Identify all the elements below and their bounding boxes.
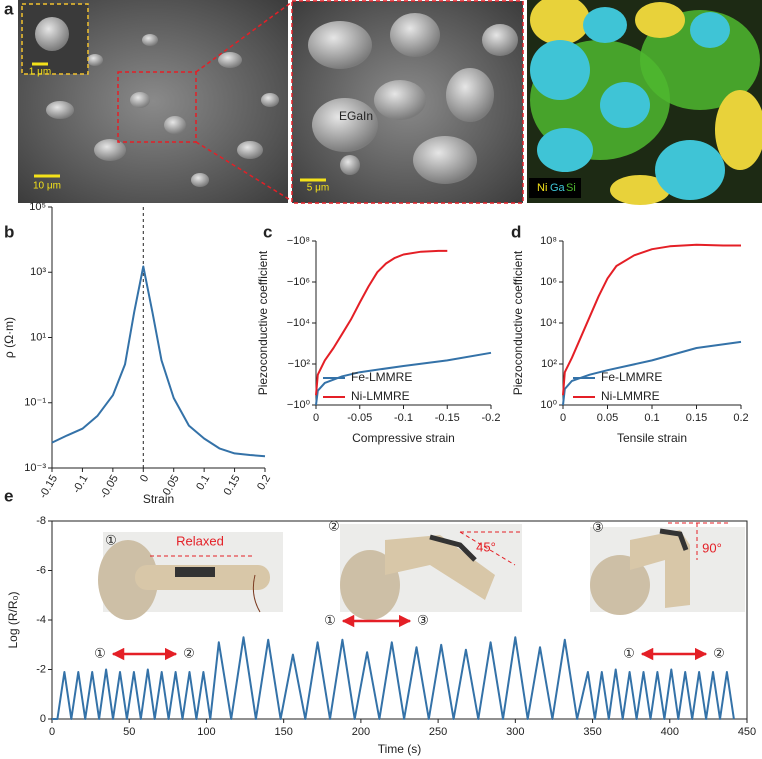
eds-legend-item: Ni <box>537 182 547 194</box>
y-tick-label: -4 <box>36 614 46 626</box>
eds-legend-item: Ga <box>550 182 566 194</box>
x-axis-label: Time (s) <box>378 742 422 756</box>
cycle-label: ② <box>713 645 725 660</box>
x-tick-label: 250 <box>429 726 447 738</box>
photo <box>340 524 522 620</box>
y-tick-label: −10⁶ <box>287 276 310 288</box>
step-label: ① <box>105 532 117 547</box>
eds-map <box>527 0 762 205</box>
cycle-label: ① <box>623 645 635 660</box>
y-axis-label: Piezoconductive coefficient <box>511 250 525 395</box>
y-axis-label: Log (R/R₀) <box>6 592 20 649</box>
photo-label: 90° <box>702 540 722 555</box>
y-tick-label: 10⁴ <box>540 317 557 329</box>
x-tick-label: 0.2 <box>733 412 748 424</box>
x-tick-label: 0 <box>138 473 151 484</box>
x-tick-label: 0 <box>49 726 55 738</box>
y-tick-label: 10⁻³ <box>24 462 46 474</box>
x-tick-label: -0.1 <box>394 412 413 424</box>
panel-label: c <box>263 222 272 241</box>
step-label: ② <box>328 518 340 533</box>
cycle-label: ① <box>324 612 336 627</box>
photo-label: Relaxed <box>176 533 224 548</box>
data-line <box>315 351 492 406</box>
data-line <box>562 340 742 406</box>
scale-label: 1 μm <box>29 67 51 78</box>
x-axis-label: Tensile strain <box>617 431 687 445</box>
y-tick-label: 10³ <box>30 266 46 278</box>
y-tick-label: 10⁰ <box>540 399 557 411</box>
data-line <box>562 243 741 396</box>
x-tick-label: 400 <box>661 726 679 738</box>
x-tick-label: 0 <box>313 412 319 424</box>
legend-label: Fe-LMMRE <box>351 370 412 384</box>
y-tick-label: −10² <box>288 358 311 370</box>
scale-label: 5 μm <box>307 183 329 194</box>
x-axis-label: Strain <box>143 492 174 506</box>
cycle-label: ③ <box>417 612 429 627</box>
data-line <box>51 265 266 458</box>
y-tick-label: 10⁶ <box>540 276 557 288</box>
x-tick-label: 200 <box>352 726 370 738</box>
y-tick-label: -6 <box>36 564 46 576</box>
data-line <box>52 636 735 720</box>
y-tick-label: −10⁸ <box>287 235 310 247</box>
y-tick-label: 10⁵ <box>29 201 46 213</box>
y-tick-label: −10⁴ <box>287 317 311 329</box>
photo <box>98 532 283 620</box>
legend-label: Fe-LMMRE <box>601 370 662 384</box>
y-axis-label: Piezoconductive coefficient <box>256 250 270 395</box>
sem-left <box>18 0 293 203</box>
photo-label: 45° <box>476 539 496 554</box>
y-tick-label: -8 <box>36 515 46 527</box>
panel-label: d <box>511 222 521 241</box>
x-tick-label: 0.1 <box>194 473 212 492</box>
x-tick-label: 0.15 <box>222 473 243 498</box>
x-tick-label: 350 <box>583 726 601 738</box>
y-tick-label: −10⁰ <box>287 399 311 411</box>
x-tick-label: 300 <box>506 726 524 738</box>
y-axis-label: ρ (Ω·m) <box>2 317 16 358</box>
y-tick-label: 10¹ <box>30 331 46 343</box>
x-tick-label: -0.1 <box>71 473 91 495</box>
x-tick-label: 0.1 <box>644 412 659 424</box>
data-line <box>315 249 448 396</box>
x-tick-label: 100 <box>197 726 215 738</box>
particle-label: EGaIn <box>339 109 373 123</box>
panel-label: b <box>4 222 14 241</box>
x-tick-label: 0.2 <box>255 473 273 492</box>
x-tick-label: -0.15 <box>435 412 460 424</box>
y-tick-label: 0 <box>40 713 46 725</box>
x-tick-label: 150 <box>274 726 292 738</box>
legend-label: Ni-LMMRE <box>601 389 660 403</box>
y-tick-label: -2 <box>36 663 46 675</box>
scale-label: 10 μm <box>33 181 61 192</box>
x-tick-label: -0.05 <box>98 473 121 501</box>
x-tick-label: 50 <box>123 726 135 738</box>
legend-label: Ni-LMMRE <box>351 389 410 403</box>
x-tick-label: -0.2 <box>482 412 501 424</box>
y-tick-label: 10² <box>541 358 557 370</box>
cycle-label: ② <box>183 645 195 660</box>
cycle-label: ① <box>94 645 106 660</box>
x-tick-label: -0.15 <box>37 473 60 501</box>
sem-middle <box>291 0 524 204</box>
y-tick-label: 10⁸ <box>540 235 557 247</box>
x-tick-label: 0.15 <box>686 412 707 424</box>
panel-label: e <box>4 486 13 505</box>
panel-label: a <box>4 0 14 18</box>
step-label: ③ <box>592 519 604 534</box>
eds-legend-item: Si <box>566 182 576 194</box>
x-tick-label: 0.05 <box>597 412 618 424</box>
x-tick-label: 450 <box>738 726 756 738</box>
x-axis-label: Compressive strain <box>352 431 455 445</box>
x-tick-label: 0 <box>560 412 566 424</box>
x-tick-label: -0.05 <box>347 412 372 424</box>
y-tick-label: 10⁻¹ <box>24 397 46 409</box>
photo <box>590 522 745 615</box>
